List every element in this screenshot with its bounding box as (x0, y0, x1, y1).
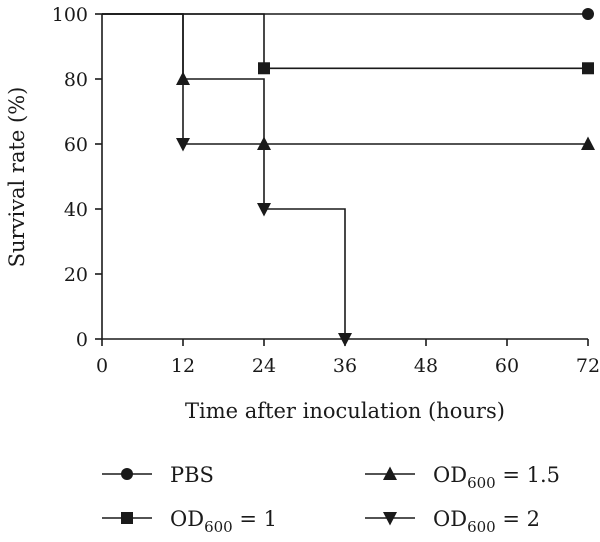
y-tick-label: 60 (64, 134, 88, 156)
x-tick-label: 12 (171, 355, 195, 377)
legend-entry: OD600 = 1 (102, 507, 277, 536)
data-point-marker (176, 138, 190, 152)
y-tick-label: 0 (76, 329, 88, 351)
x-tick-label: 48 (414, 355, 438, 377)
legend-label: PBS (170, 463, 214, 487)
legend-marker-icon (383, 512, 397, 526)
data-point-marker (257, 203, 271, 217)
legend-entry: PBS (102, 463, 214, 487)
legend-label: OD600 = 1 (170, 507, 277, 536)
x-tick-label: 36 (333, 355, 357, 377)
y-tick-label: 100 (52, 4, 88, 26)
legend-marker-icon (121, 512, 133, 524)
data-point-marker (582, 8, 594, 20)
legend-label: OD600 = 2 (433, 507, 540, 536)
data-point-marker (176, 71, 190, 85)
series-line-2 (102, 13, 588, 70)
series-markers (176, 8, 595, 347)
legend-marker-icon (121, 468, 133, 480)
x-tick-label: 72 (576, 355, 600, 377)
data-point-marker (582, 62, 594, 75)
ticks: 0 20 40 60 80 100 0 12 24 36 48 60 72 (52, 4, 600, 377)
data-point-marker (257, 136, 271, 150)
series-lines (102, 13, 588, 339)
series-line-3 (102, 13, 588, 145)
x-tick-label: 24 (252, 355, 276, 377)
series-line-4 (102, 13, 346, 339)
y-tick-label: 40 (64, 199, 88, 221)
data-point-marker (581, 136, 595, 150)
x-axis-label: Time after inoculation (hours) (185, 399, 505, 423)
x-tick-label: 60 (495, 355, 519, 377)
data-point-marker (258, 62, 270, 75)
legend: PBS OD600 = 1 OD600 = 1.5 OD600 = 2 (102, 463, 560, 536)
data-point-marker (338, 333, 352, 347)
legend-entry: OD600 = 1.5 (365, 463, 560, 492)
legend-marker-icon (383, 466, 397, 480)
legend-entry: OD600 = 2 (365, 507, 540, 536)
x-tick-label: 0 (96, 355, 108, 377)
y-axis-label: Survival rate (%) (5, 87, 29, 268)
y-tick-label: 20 (64, 264, 88, 286)
y-tick-label: 80 (64, 69, 88, 91)
legend-label: OD600 = 1.5 (433, 463, 560, 492)
